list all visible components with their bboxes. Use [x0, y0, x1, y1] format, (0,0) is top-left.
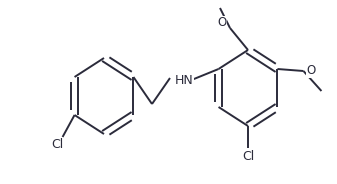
Text: O: O [217, 17, 226, 29]
Text: O: O [307, 65, 316, 77]
Text: Cl: Cl [52, 139, 64, 151]
Text: Cl: Cl [242, 151, 254, 164]
Text: HN: HN [175, 75, 194, 88]
